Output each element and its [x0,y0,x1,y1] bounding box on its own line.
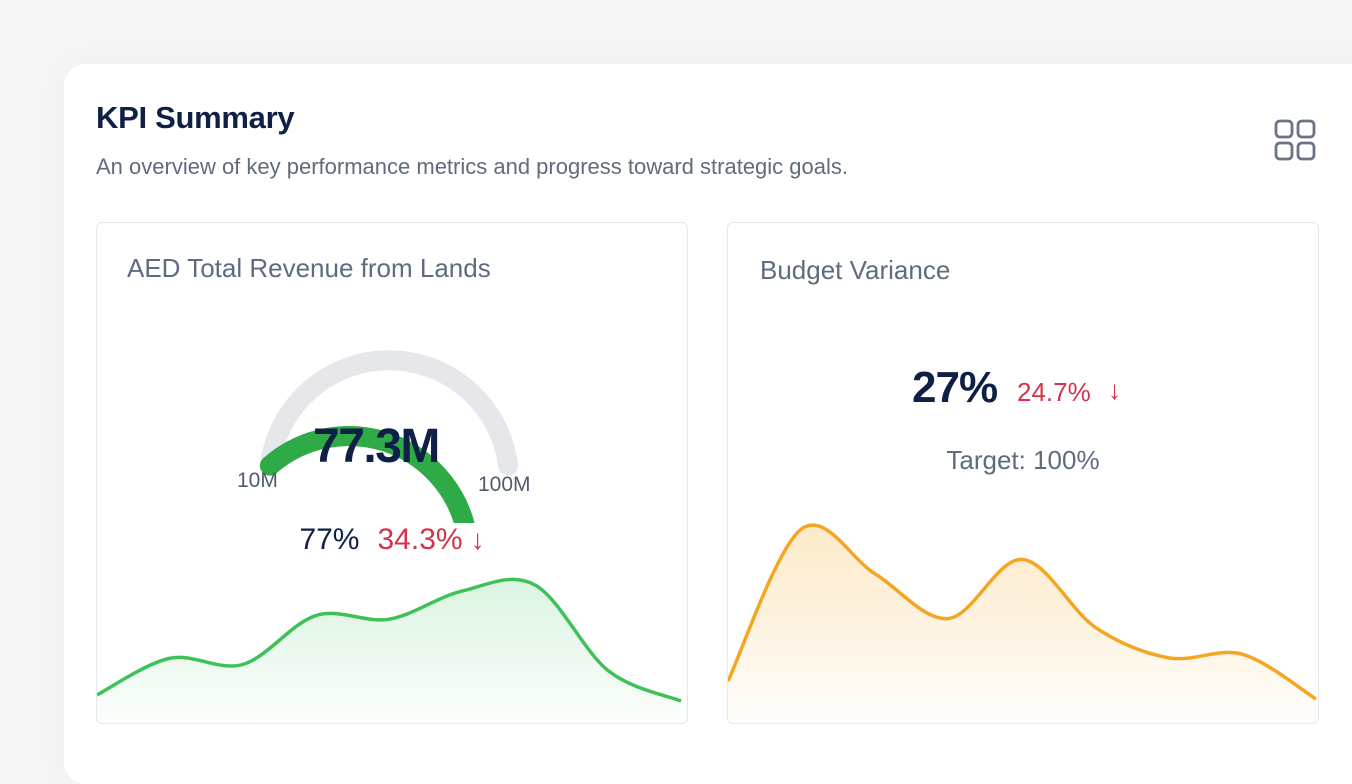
revenue-stats: 77% 34.3% ↓ [97,523,687,557]
budget-change: 24.7% [1017,377,1091,407]
arrow-down-icon: ↓ [470,524,485,555]
kpi-summary-panel: KPI Summary An overview of key performan… [64,64,1352,784]
panel-subtitle: An overview of key performance metrics a… [96,154,848,179]
revenue-change-group: 34.3% ↓ [377,523,484,557]
gauge-min-label: 10M [237,469,278,492]
revenue-change: 34.3% [377,523,463,556]
revenue-gauge [259,350,519,523]
panel-title: KPI Summary [96,100,295,135]
gauge-value: 77.3M [313,420,440,473]
budget-value: 27% [912,363,998,412]
sparkline-line [97,577,682,703]
sparkline-area [728,525,1316,723]
gauge-track [259,350,519,476]
sparkline-area [97,579,681,723]
revenue-sparkline [97,577,682,723]
budget-target: Target: 100% [946,445,1100,475]
budget-sparkline [728,523,1317,723]
revenue-card-title: AED Total Revenue from Lands [127,253,491,283]
budget-card[interactable]: Budget Variance 27% 24.7% ↓ Target: 100% [727,222,1319,724]
revenue-percent: 77% [299,523,360,556]
budget-card-title: Budget Variance [760,255,951,285]
arrow-down-icon: ↓ [1108,375,1121,405]
gauge-max-label: 100M [478,473,531,496]
gauge-fill [259,426,475,523]
revenue-card[interactable]: AED Total Revenue from Lands 77.3M 10M 1… [96,222,688,724]
sparkline-line [728,523,1317,701]
grid-icon[interactable] [1274,119,1318,163]
